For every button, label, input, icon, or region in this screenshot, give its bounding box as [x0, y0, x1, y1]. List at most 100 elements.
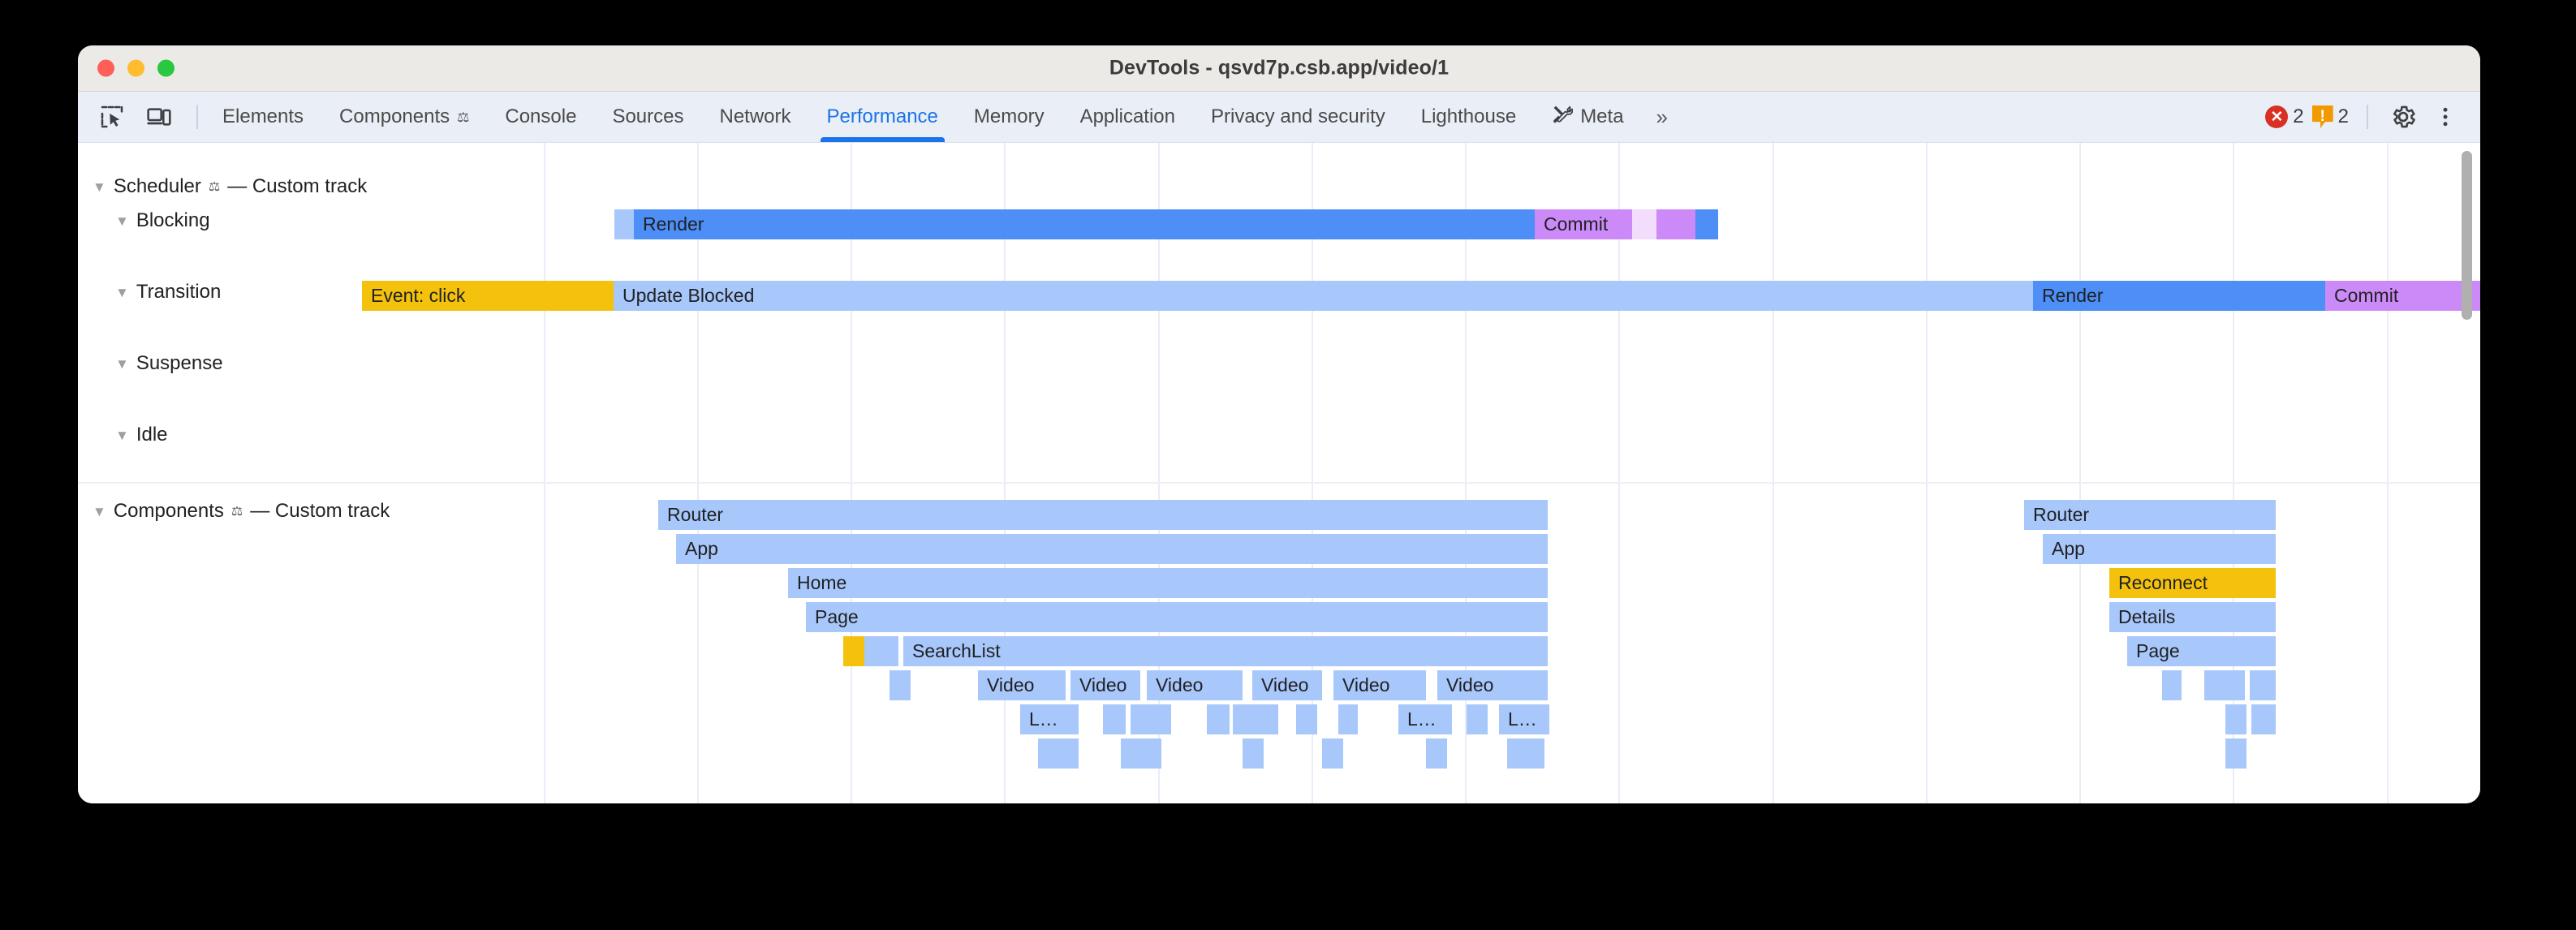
tab-performance[interactable]: Performance	[809, 92, 956, 142]
tab-console[interactable]: Console	[487, 92, 594, 142]
kebab-menu-icon[interactable]	[2428, 100, 2462, 134]
component-bar-right-5[interactable]	[2225, 738, 2246, 769]
react-atom-icon: ⚖	[457, 109, 470, 125]
gear-icon[interactable]	[2386, 100, 2420, 134]
component-bar-video-2[interactable]: Video	[1070, 670, 1140, 700]
blocking-event-commit-2[interactable]: Commit	[1535, 209, 1632, 239]
maximize-window-button[interactable]	[157, 59, 174, 77]
wrench-hammer-icon	[1552, 104, 1574, 131]
tabs-overflow-icon[interactable]: »	[1656, 104, 1669, 129]
tab-label: Network	[719, 105, 791, 127]
transition-event-eventclick-0[interactable]: Event: click	[362, 281, 614, 311]
gridline-9	[1926, 143, 1928, 803]
tab-label: Elements	[222, 105, 304, 127]
warning-count-badge[interactable]: ! 2	[2311, 105, 2349, 128]
component-bar-page-3[interactable]: Page	[806, 602, 1548, 632]
blocking-event-0[interactable]	[614, 209, 634, 239]
blocking-event-3[interactable]	[1632, 209, 1656, 239]
warning-triangle-icon: !	[2311, 105, 2333, 128]
component-bar-video-4[interactable]: Video	[1252, 670, 1322, 700]
device-toolbar-icon[interactable]	[143, 101, 175, 133]
blocking-event-5[interactable]	[1695, 209, 1718, 239]
warning-count-label: 2	[2337, 105, 2349, 127]
component-bar-6[interactable]	[1338, 704, 1358, 734]
track-group-idle[interactable]: ▼ Idle	[115, 424, 168, 446]
traffic-light-group	[97, 59, 174, 77]
track-label: Components	[113, 500, 224, 522]
chevron-down-icon: ▼	[115, 427, 129, 443]
track-suffix: — Custom track	[250, 500, 390, 522]
tab-privacy-and-security[interactable]: Privacy and security	[1193, 92, 1403, 142]
component-bar-searchlist-2[interactable]: SearchList	[903, 636, 1548, 666]
component-bar-3[interactable]	[1322, 738, 1343, 769]
minimize-window-button[interactable]	[127, 59, 144, 77]
gridline-12	[2387, 143, 2389, 803]
component-bar-right-0[interactable]	[2162, 670, 2182, 700]
track-header-components[interactable]: ▼ Components ⚖ — Custom track	[93, 500, 390, 523]
chevron-down-icon: ▼	[115, 355, 129, 372]
track-group-transition[interactable]: ▼ Transition	[115, 281, 221, 304]
component-bar-right-page-4[interactable]: Page	[2127, 636, 2276, 666]
component-bar-right-reconnect-2[interactable]: Reconnect	[2109, 568, 2276, 598]
track-group-blocking[interactable]: ▼ Blocking	[115, 209, 210, 232]
component-bar-right-1[interactable]	[2204, 670, 2245, 700]
component-bar-8[interactable]	[1467, 704, 1488, 734]
component-bar-right-3[interactable]	[2225, 704, 2246, 734]
component-bar-right-4[interactable]	[2251, 704, 2276, 734]
inspect-element-icon[interactable]	[96, 101, 128, 133]
tab-application[interactable]: Application	[1062, 92, 1193, 142]
component-bar-right-app-1[interactable]: App	[2043, 534, 2276, 564]
component-bar-4[interactable]	[1426, 738, 1447, 769]
component-bar-5[interactable]	[1507, 738, 1544, 769]
tab-label: Console	[505, 105, 577, 127]
component-bar-video-5[interactable]: Video	[1333, 670, 1426, 700]
component-bar-l-0[interactable]: L…	[1020, 704, 1079, 734]
component-bar-2[interactable]	[1131, 704, 1171, 734]
transition-event-commit-4[interactable]: Commit	[2325, 281, 2480, 311]
component-bar-video-3[interactable]: Video	[1147, 670, 1243, 700]
component-bar-1[interactable]	[1121, 738, 1161, 769]
component-bar-0[interactable]	[843, 636, 864, 666]
vertical-scrollbar[interactable]	[2462, 151, 2472, 320]
component-bar-5[interactable]	[1296, 704, 1317, 734]
component-bar-router-0[interactable]: Router	[658, 500, 1548, 530]
component-bar-l-7[interactable]: L…	[1398, 704, 1452, 734]
tab-sources[interactable]: Sources	[594, 92, 701, 142]
track-label: Blocking	[136, 209, 210, 231]
component-bar-1[interactable]	[1103, 704, 1126, 734]
track-divider	[78, 482, 2480, 484]
transition-event-2[interactable]	[2007, 281, 2033, 311]
component-bar-right-router-0[interactable]: Router	[2024, 500, 2276, 530]
component-bar-right-2[interactable]	[2250, 670, 2276, 700]
component-bar-1[interactable]	[864, 636, 898, 666]
component-bar-right-details-3[interactable]: Details	[2109, 602, 2276, 632]
performance-timeline[interactable]: ▼ Scheduler ⚖ — Custom track ▼ Blocking …	[78, 143, 2480, 803]
track-header-scheduler[interactable]: ▼ Scheduler ⚖ — Custom track	[93, 175, 367, 198]
component-bar-0[interactable]	[1038, 738, 1079, 769]
component-bar-home-2[interactable]: Home	[788, 568, 1548, 598]
tab-network[interactable]: Network	[701, 92, 808, 142]
close-window-button[interactable]	[97, 59, 114, 77]
toolbar-icon-group	[78, 101, 205, 133]
component-bar-video-1[interactable]: Video	[978, 670, 1066, 700]
tab-lighthouse[interactable]: Lighthouse	[1403, 92, 1534, 142]
component-bar-2[interactable]	[1243, 738, 1264, 769]
component-bar-0[interactable]	[890, 670, 911, 700]
tab-components[interactable]: Components ⚖	[321, 92, 487, 142]
tab-meta[interactable]: Meta	[1534, 92, 1641, 142]
tab-memory[interactable]: Memory	[956, 92, 1062, 142]
component-bar-3[interactable]	[1207, 704, 1230, 734]
blocking-event-render-1[interactable]: Render	[634, 209, 1535, 239]
component-bar-4[interactable]	[1233, 704, 1278, 734]
transition-event-updateblocked-1[interactable]: Update Blocked	[614, 281, 2007, 311]
component-bar-app-1[interactable]: App	[676, 534, 1548, 564]
transition-event-render-3[interactable]: Render	[2033, 281, 2325, 311]
blocking-event-4[interactable]	[1656, 209, 1695, 239]
gridline-10	[2079, 143, 2081, 803]
error-count-badge[interactable]: ✕ 2	[2265, 105, 2304, 128]
tab-label: Sources	[612, 105, 684, 127]
component-bar-video-6[interactable]: Video	[1437, 670, 1548, 700]
tab-elements[interactable]: Elements	[205, 92, 321, 142]
track-group-suspense[interactable]: ▼ Suspense	[115, 352, 223, 375]
component-bar-l-9[interactable]: L…	[1499, 704, 1549, 734]
